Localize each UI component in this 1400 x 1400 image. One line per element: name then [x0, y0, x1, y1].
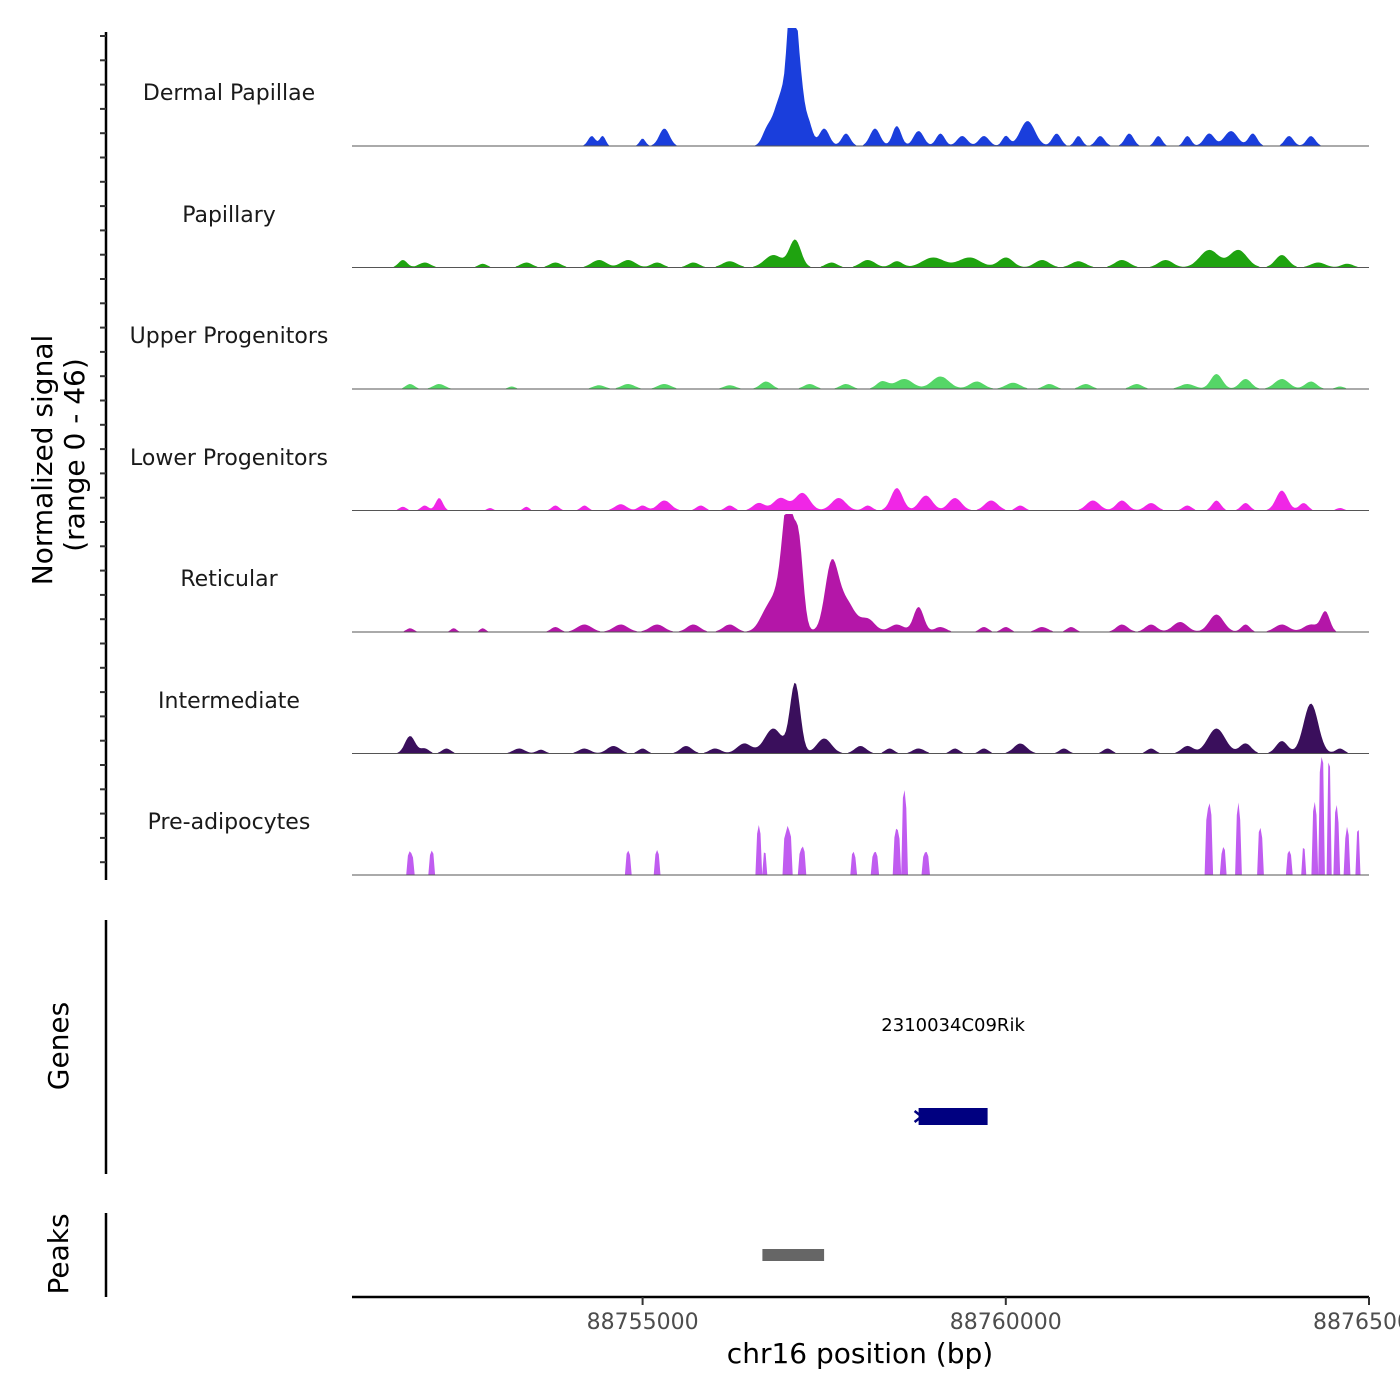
genes-layer: 2310034C09Rik: [881, 1015, 1025, 1125]
track-label-reticular: Reticular: [180, 567, 278, 592]
x-axis-tick-label: 88765000: [1313, 1310, 1400, 1335]
coverage-area-upper-progenitors: [352, 374, 1369, 389]
x-axis-tick-label: 88755000: [587, 1310, 699, 1335]
x-axis-tick-label: 88760000: [950, 1310, 1062, 1335]
coverage-axis-ticks: [100, 35, 106, 864]
coverage-area-dermal-papillae: [352, 28, 1369, 146]
y-axis-title-line1: Normalized signal: [26, 335, 59, 586]
track-label-papillary: Papillary: [182, 203, 276, 228]
coverage-area-pre-adipocytes: [352, 757, 1369, 875]
x-axis-ticks: 88755000 88760000 88765000: [587, 1297, 1400, 1335]
x-axis-title: chr16 position (bp): [727, 1337, 993, 1370]
track-label-lower-progenitors: Lower Progenitors: [130, 446, 328, 471]
peak-region: [762, 1249, 825, 1261]
y-axis-title-line2: (range 0 - 46): [58, 358, 91, 552]
track-label-intermediate: Intermediate: [158, 689, 300, 714]
track-labels: Dermal Papillae Papillary Upper Progenit…: [130, 81, 329, 835]
peaks-layer: [762, 1249, 825, 1261]
coverage-area-papillary: [352, 239, 1369, 268]
track-label-dermal-papillae: Dermal Papillae: [143, 81, 315, 106]
coverage-area-intermediate: [352, 682, 1369, 754]
track-label-upper-progenitors: Upper Progenitors: [130, 324, 329, 349]
gene-label: 2310034C09Rik: [881, 1015, 1025, 1036]
coverage-area-lower-progenitors: [352, 488, 1369, 511]
gene-strand-arrow: [913, 1110, 924, 1123]
track-label-pre-adipocytes: Pre-adipocytes: [148, 810, 311, 835]
coverage-areas: [352, 28, 1369, 876]
genes-panel-title: Genes: [42, 1002, 75, 1090]
coverage-area-reticular: [352, 514, 1369, 632]
peaks-panel-title: Peaks: [42, 1213, 75, 1294]
gene-body: [918, 1108, 988, 1125]
